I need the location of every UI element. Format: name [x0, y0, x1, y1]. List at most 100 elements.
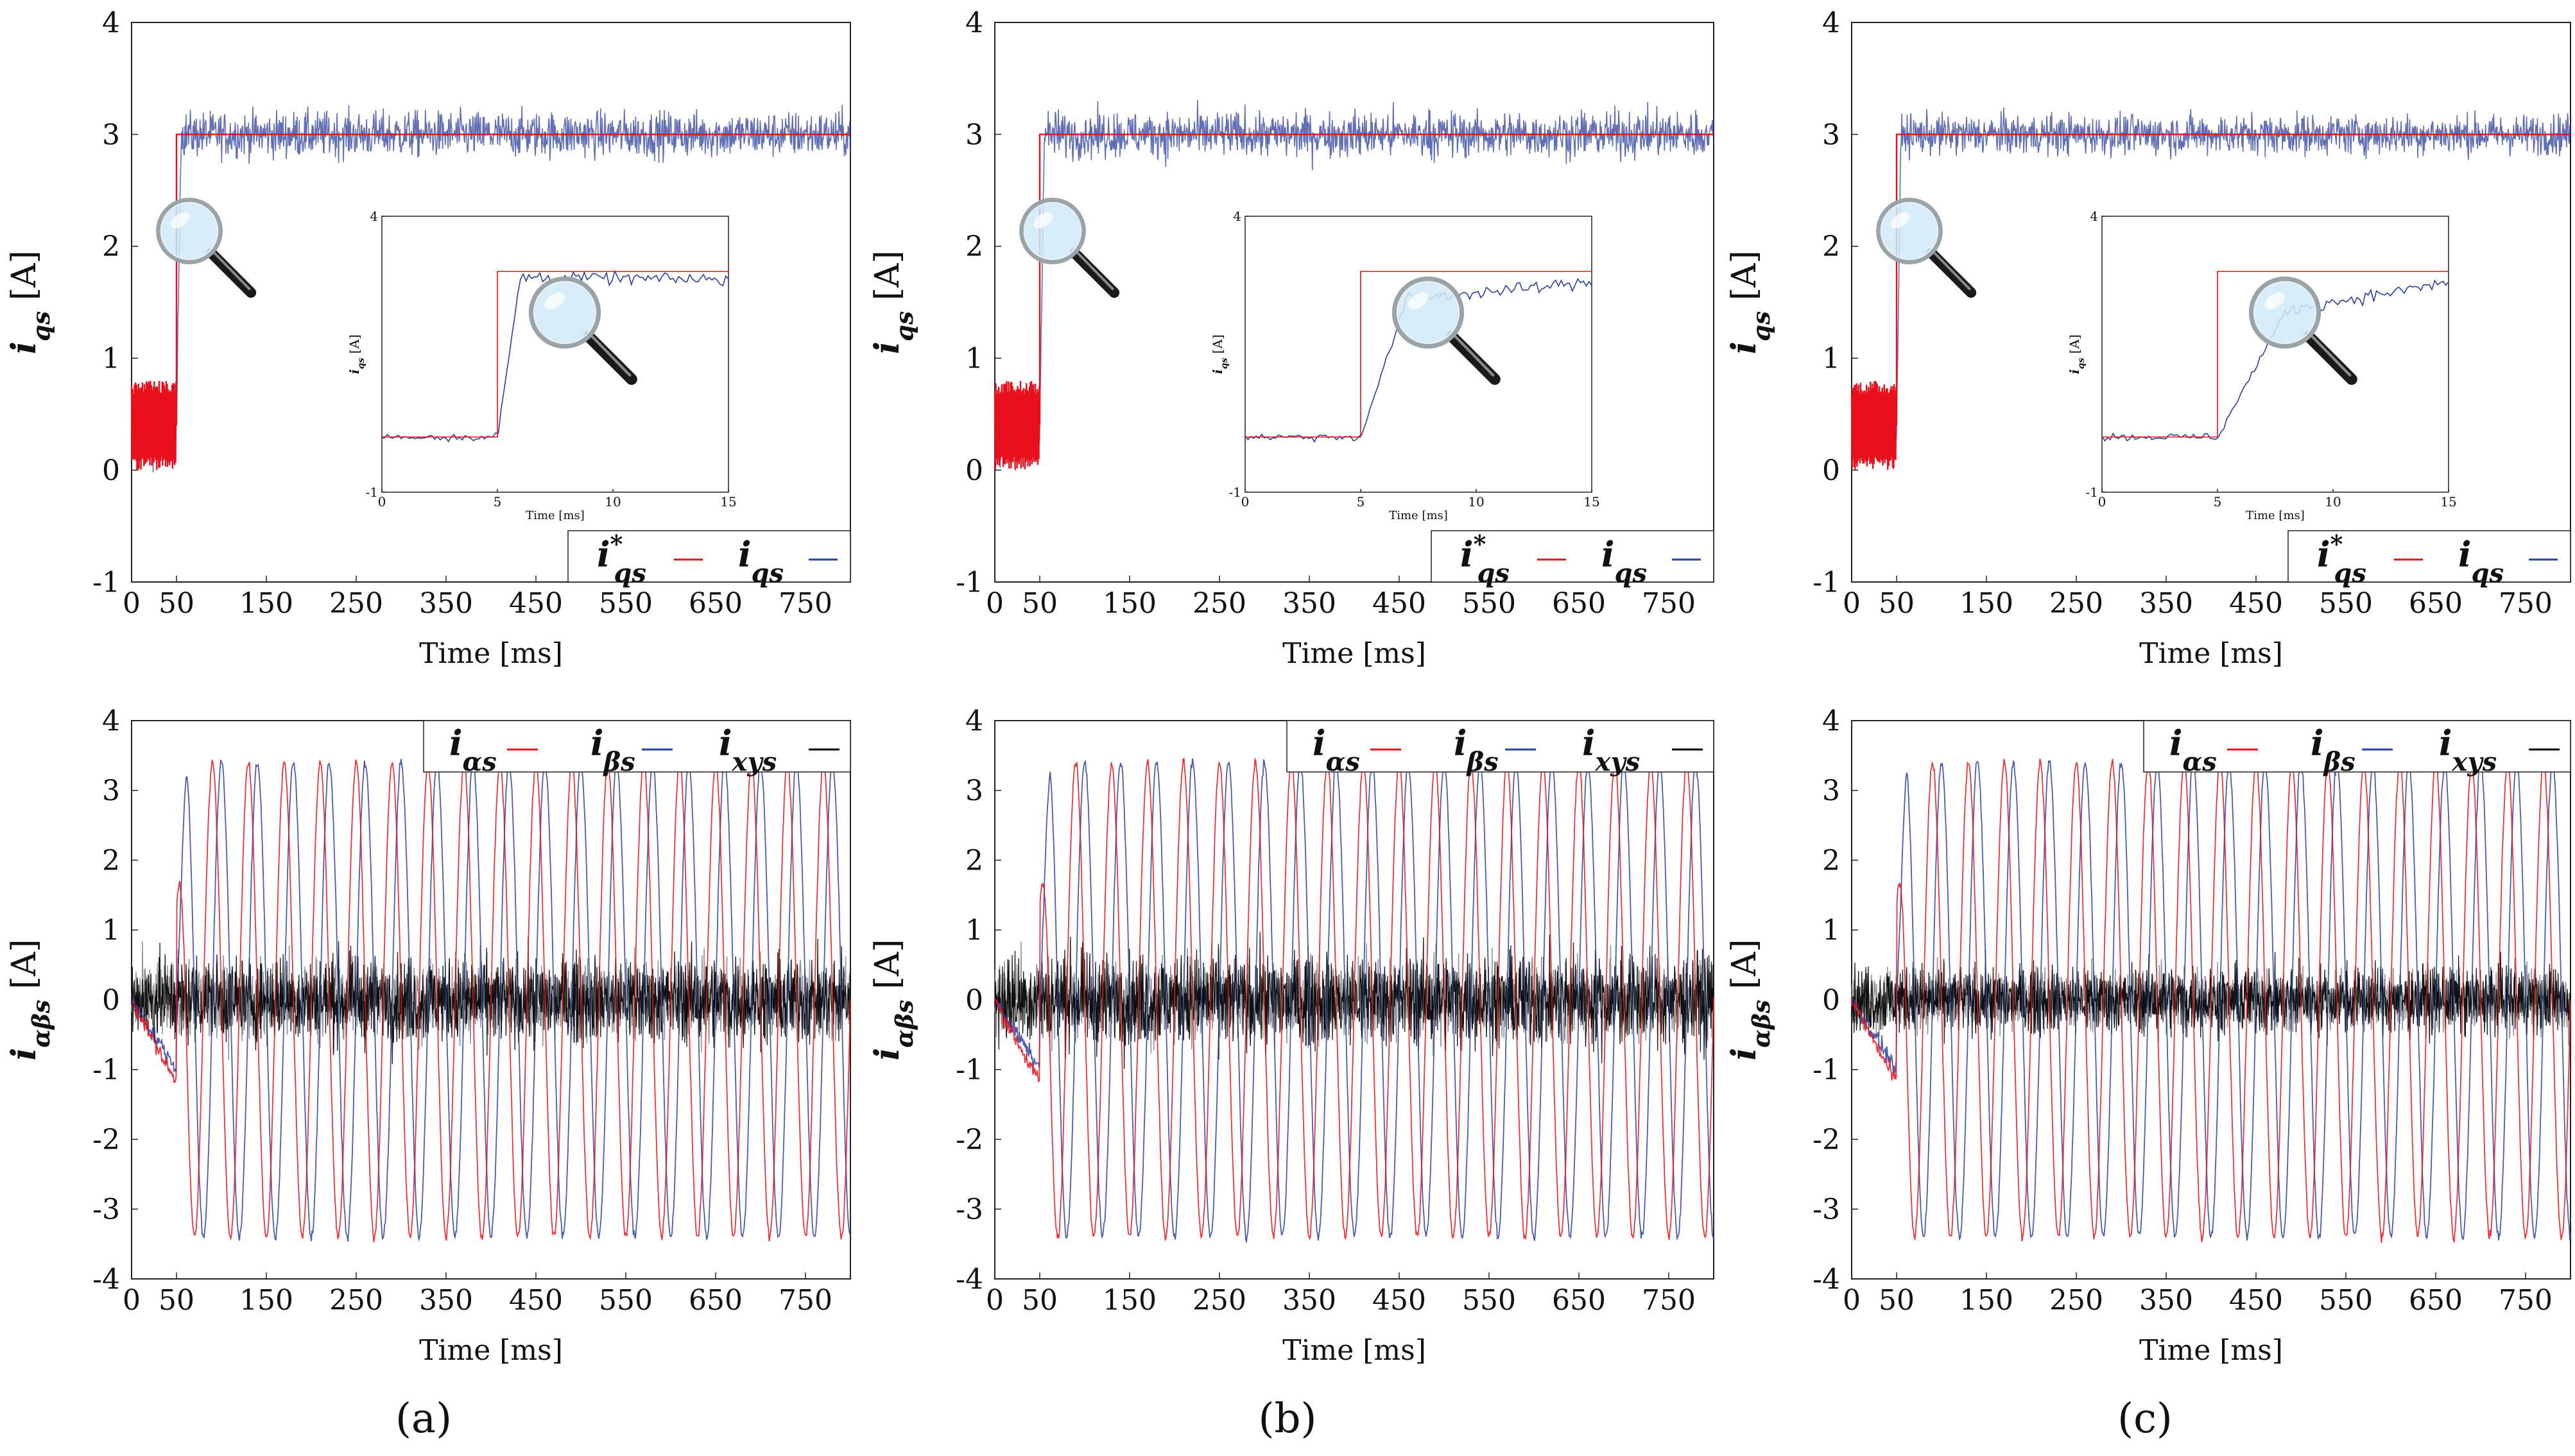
x-tick-label: 150	[1959, 587, 2013, 620]
y-tick-label: 3	[965, 775, 983, 807]
y-tick-label: 1	[965, 914, 983, 947]
magnifier-rim-highlight	[533, 280, 597, 345]
x-tick-label: 0	[986, 1284, 1004, 1317]
y-axis-label-subscript: qs	[890, 311, 918, 341]
y-tick-label: 4	[2090, 209, 2098, 224]
chart-a-bottom: 0 50 150 250 350 450 550 650 750 -4 -3 -2 -1 0 1 2 3 4 Tim…	[4, 705, 851, 1367]
y-tick-label: 4	[965, 705, 983, 737]
x-axis-label: Time [ms]	[2246, 509, 2305, 522]
y-tick-label: -1	[1813, 1054, 1840, 1086]
legend-label-reference: i* qs	[1460, 529, 1510, 588]
inset-chart-a-top: 0 5 10 15 -1 4 Time [ms] iqs [A]	[347, 209, 737, 522]
inset-y-axis-label-unit: [A]	[1210, 334, 1225, 357]
y-axis-label-unit: [A]	[868, 250, 907, 311]
x-axis-label: Time [ms]	[419, 1334, 563, 1367]
series-i*_qs-reference-line	[994, 133, 1714, 470]
y-axis-label: iαβs [A]	[4, 939, 55, 1060]
x-tick-label: 350	[1282, 587, 1336, 620]
x-axis-label: Time [ms]	[1282, 1334, 1426, 1367]
y-tick-label: -1	[92, 566, 120, 599]
legend-label-measured: iqs	[1601, 534, 1647, 588]
y-tick-label: 0	[1822, 984, 1840, 1016]
legend-symbol: i	[449, 723, 463, 764]
x-tick-label: 0	[378, 494, 386, 510]
magnifier-handle-shine	[1932, 250, 1971, 291]
x-tick-label: 15	[720, 494, 736, 510]
y-tick-label: -3	[956, 1194, 983, 1226]
y-tick-label: -1	[1229, 484, 1241, 500]
x-tick-label: 650	[689, 1284, 743, 1317]
y-axis-label-unit: [A]	[5, 250, 44, 311]
y-tick-label: 0	[1822, 454, 1840, 487]
legend: i* qs iqs	[2287, 529, 2571, 588]
magnifier-handle	[206, 248, 257, 298]
x-tick-label: 50	[1879, 587, 1915, 620]
x-axis-label: Time [ms]	[419, 637, 563, 670]
x-tick-label: 5	[1357, 494, 1365, 510]
magnifier-icon	[1391, 276, 1501, 385]
legend-symbol: i	[1454, 723, 1467, 764]
captions-layer: (a) (b) (c)	[395, 1395, 2173, 1443]
y-tick-label: 3	[1822, 775, 1840, 807]
y-axis-label-symbol: i	[868, 1048, 907, 1061]
legend-subscript: xys	[732, 747, 777, 777]
x-tick-label: 5	[2214, 494, 2222, 510]
magnifier-handle	[1926, 248, 1977, 298]
series-i_αs-line	[1851, 758, 2571, 1243]
magnifier-glare	[544, 292, 565, 310]
magnifier-glare	[1890, 212, 1910, 228]
legend-subscript: xys	[1595, 747, 1641, 777]
y-tick-label: 4	[102, 6, 120, 39]
legend-label-xy: ixys	[1582, 723, 1640, 777]
x-tick-label: 250	[1193, 587, 1246, 620]
y-axis-label-subscript: αβs	[27, 1000, 55, 1048]
x-tick-label: 450	[509, 587, 563, 620]
legend-symbol: i	[1582, 723, 1596, 764]
x-tick-label: 50	[1879, 1284, 1915, 1317]
legend-label-beta: iβs	[1454, 723, 1499, 777]
inset-frame	[381, 216, 729, 493]
inset-series-i*_qs-line	[1245, 271, 1592, 438]
y-tick-label: 4	[965, 6, 983, 39]
inset-y-axis-label-unit: [A]	[2067, 334, 2082, 357]
y-tick-label: 3	[102, 775, 120, 807]
magnifier-handle-shine	[589, 333, 632, 377]
x-tick-label: 450	[2229, 587, 2283, 620]
magnifier-handle-shine	[1075, 250, 1114, 291]
y-tick-label: 3	[965, 119, 983, 151]
legend: iαs iβs ixys	[2143, 720, 2571, 777]
legend-subscript: βs	[2323, 747, 2355, 777]
magnifier-glare	[170, 212, 190, 228]
y-tick-label: -2	[1813, 1124, 1840, 1156]
magnifier-lens	[156, 198, 223, 264]
y-tick-label: 0	[102, 454, 120, 487]
x-tick-label: 50	[159, 587, 194, 620]
y-axis-label-symbol: i	[1725, 1048, 1764, 1061]
x-tick-label: 0	[1241, 494, 1250, 510]
series-i_αs-line	[994, 757, 1714, 1242]
inset-y-axis-label-symbol: i	[1210, 369, 1225, 374]
legend-symbol: i	[2439, 723, 2452, 764]
y-tick-label: -3	[1813, 1194, 1840, 1226]
legend-superscript: *	[610, 529, 623, 558]
magnifier-handle	[2303, 330, 2357, 385]
legend-subscript: αs	[463, 747, 497, 777]
legend-superscript: *	[2330, 529, 2343, 558]
x-tick-label: 550	[2319, 1284, 2373, 1317]
x-axis-label: Time [ms]	[2139, 1334, 2283, 1367]
x-tick-label: 450	[509, 1284, 563, 1317]
magnifier-rim-highlight	[2253, 280, 2317, 345]
inset-y-axis-label-symbol: i	[347, 369, 362, 374]
inset-y-axis-label: iqs [A]	[1210, 334, 1230, 374]
y-tick-label: -4	[1813, 1263, 1840, 1296]
x-axis-label: Time [ms]	[1282, 637, 1426, 670]
legend-subscript: qs	[1615, 558, 1648, 588]
series-i_αs-line	[131, 758, 851, 1243]
y-tick-label: -3	[92, 1194, 120, 1226]
y-tick-label: -1	[956, 1054, 983, 1086]
x-tick-label: 250	[1193, 1284, 1246, 1317]
magnifier-lens	[1019, 198, 1086, 264]
legend-symbol: i	[2458, 534, 2472, 575]
